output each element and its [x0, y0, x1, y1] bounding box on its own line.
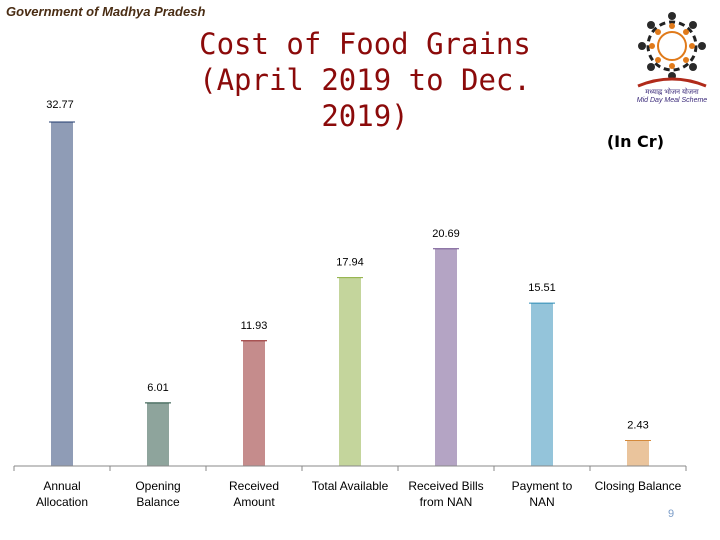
- category-label: Amount: [233, 495, 275, 509]
- bar: [145, 402, 171, 466]
- logo-hindi-text: मध्याह्न भोजन योजना: [645, 89, 699, 96]
- bar-value-label: 6.01: [147, 382, 168, 394]
- value-labels: 32.77 6.01 11.93 17.94 20.69 15.51 2.43: [46, 99, 648, 431]
- logo-english-text: Mid Day Meal Scheme: [636, 97, 708, 104]
- bar-value-label: 2.43: [627, 419, 648, 431]
- title-line-1: Cost of Food Grains: [199, 27, 531, 61]
- unit-label: (In Cr): [606, 132, 664, 151]
- bar: [625, 439, 651, 466]
- x-ticks: [13, 466, 687, 471]
- page-number: 9: [668, 508, 675, 520]
- category-label: Annual: [43, 479, 80, 493]
- category-labels: Annual Allocation Opening Balance Received Am…: [36, 479, 682, 509]
- category-label: Opening: [135, 479, 180, 493]
- category-label: Balance: [136, 495, 180, 509]
- title-line-2: (April 2019 to Dec. 2019): [199, 63, 531, 133]
- bar: [49, 121, 75, 466]
- bar-value-label: 32.77: [46, 99, 74, 111]
- bar: [529, 302, 555, 466]
- bar: [337, 277, 363, 466]
- bar-value-label: 11.93: [241, 320, 268, 332]
- page-title: Cost of Food Grains (April 2019 to Dec. …: [150, 26, 580, 134]
- bar-value-label: 20.69: [432, 228, 460, 240]
- category-label: Payment to: [512, 479, 573, 493]
- bar: [433, 248, 459, 466]
- category-label: Received Bills: [408, 479, 483, 493]
- org-name: Government of Madhya Pradesh: [6, 4, 206, 19]
- bars-group: [49, 121, 651, 466]
- category-label: from NAN: [420, 495, 473, 509]
- category-label: NAN: [529, 495, 554, 509]
- bar-value-label: 15.51: [528, 282, 556, 294]
- category-label: Received: [229, 479, 279, 493]
- category-label: Closing Balance: [595, 479, 682, 493]
- bar: [241, 340, 267, 466]
- logo-emblem-icon: [637, 12, 707, 88]
- category-label: Total Available: [312, 479, 389, 493]
- mid-day-meal-logo: [632, 6, 712, 106]
- category-label: Allocation: [36, 495, 88, 509]
- bar-value-label: 17.94: [336, 257, 364, 269]
